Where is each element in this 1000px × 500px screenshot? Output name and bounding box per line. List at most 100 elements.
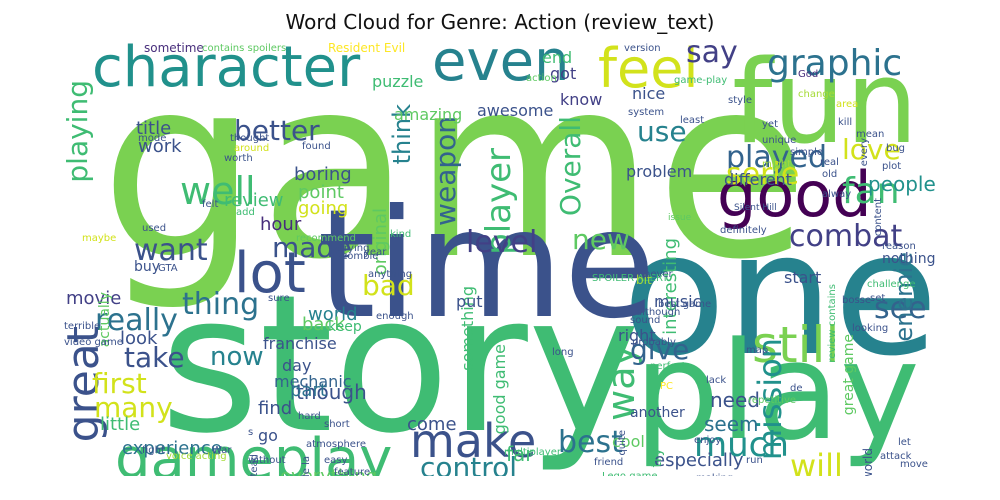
- cloud-word: work: [138, 136, 182, 157]
- cloud-word: even: [432, 38, 570, 94]
- cloud-word: mechanic: [274, 372, 352, 391]
- cloud-word: add: [236, 207, 255, 218]
- cloud-word: probably: [632, 337, 676, 348]
- cloud-word: hour: [260, 214, 302, 235]
- cloud-word: God: [798, 69, 819, 80]
- cloud-word: thing: [182, 287, 260, 322]
- cloud-word: repetitive: [748, 395, 797, 406]
- cloud-word: will: [790, 447, 843, 476]
- cloud-word: old: [822, 169, 838, 180]
- cloud-word: easy: [324, 455, 348, 466]
- cloud-word: story: [160, 254, 641, 475]
- cloud-word: enjoy: [694, 435, 722, 446]
- cloud-word: take: [124, 341, 185, 374]
- cloud-word: day: [282, 356, 312, 375]
- cloud-word: every: [859, 138, 870, 167]
- cloud-word: much: [694, 425, 789, 465]
- cloud-word: atmosphere: [306, 439, 366, 450]
- cloud-word: terrible: [64, 321, 101, 332]
- cloud-word: serie: [726, 157, 800, 192]
- cloud-word: area: [836, 99, 859, 110]
- cloud-word: voice acting: [166, 451, 227, 462]
- cloud-word: enough: [376, 311, 414, 322]
- cloud-word: year: [364, 247, 387, 258]
- cloud-word: played: [726, 140, 828, 175]
- cloud-word: made: [272, 231, 352, 264]
- cloud-word: now: [210, 342, 264, 372]
- cloud-word: SPOILER ALERT: [592, 273, 669, 284]
- cloud-word: worth: [224, 153, 253, 164]
- cloud-word: boring: [294, 164, 352, 185]
- cloud-word: point: [298, 182, 344, 203]
- cloud-word: title: [136, 118, 172, 139]
- cloud-word: contains spoilers: [202, 43, 287, 54]
- cloud-word: awesome: [477, 101, 554, 120]
- cloud-word: start: [784, 268, 822, 287]
- cloud-word: buy: [134, 259, 161, 275]
- cloud-word: gameplay: [115, 427, 393, 477]
- cloud-word: game-play: [674, 75, 728, 86]
- cloud-word: used: [142, 223, 167, 234]
- cloud-word: find: [258, 398, 293, 419]
- cloud-word: least: [680, 115, 705, 126]
- cloud-word: back: [302, 314, 345, 335]
- cloud-word: challenge: [867, 279, 916, 290]
- cloud-word: trying: [340, 243, 370, 254]
- cloud-word: recommend: [296, 233, 356, 244]
- cloud-word: style: [728, 95, 752, 106]
- cloud-word: de la: [301, 456, 312, 476]
- cloud-word: lack: [706, 375, 727, 386]
- cloud-word: issue: [668, 213, 692, 223]
- cloud-word: feature: [334, 467, 371, 477]
- cloud-word: bosse: [842, 295, 872, 306]
- cloud-word: zombie: [342, 251, 379, 262]
- cloud-word: puzzle: [372, 72, 424, 91]
- cloud-word: time: [317, 178, 656, 352]
- cloud-word: Silent Hill: [734, 203, 777, 213]
- cloud-word: many: [94, 391, 173, 424]
- cloud-word: keep: [328, 319, 362, 335]
- cloud-word: content: [873, 198, 884, 237]
- cloud-word: mean: [856, 129, 885, 140]
- cloud-word: another: [630, 405, 685, 421]
- cloud-word: attack: [880, 451, 912, 462]
- cloud-word: combat: [789, 219, 903, 254]
- cloud-word: s: [248, 427, 254, 438]
- cloud-word: fight: [142, 445, 165, 456]
- cloud-word: maybe: [82, 233, 117, 244]
- cloud-word: de: [790, 383, 803, 394]
- cloud-word: multiplayer: [504, 447, 561, 458]
- cloud-word: around: [234, 143, 270, 154]
- cloud-word: instead: [249, 454, 260, 476]
- cloud-word: first: [92, 367, 147, 400]
- cloud-word: want: [134, 233, 208, 268]
- cloud-word: real: [820, 157, 839, 168]
- cloud-word: original: [370, 208, 391, 276]
- cloud-word: felt: [202, 199, 219, 210]
- cloud-word: use: [637, 115, 687, 148]
- cloud-word: let: [898, 437, 911, 448]
- cloud-word: move: [900, 459, 928, 470]
- cloud-word: looking: [852, 323, 889, 334]
- cloud-word: end: [542, 48, 573, 67]
- cloud-word: seem: [704, 412, 759, 436]
- cloud-word: world: [308, 304, 358, 325]
- cloud-word: system: [628, 107, 665, 118]
- cloud-word: kill: [838, 117, 853, 128]
- cloud-word: control: [420, 451, 518, 477]
- cloud-word: sure: [268, 293, 290, 304]
- cloud-word: PC: [660, 381, 674, 392]
- cloud-word: Lego game: [602, 472, 658, 477]
- cloud-word: say: [686, 38, 738, 70]
- cloud-word: kind: [390, 229, 412, 240]
- cloud-word: feel: [598, 38, 699, 100]
- cloud-word: version: [624, 43, 661, 54]
- cloud-word: interesting: [660, 238, 681, 335]
- cloud-word: weapon: [429, 116, 462, 226]
- cloud-word: character: [92, 38, 361, 100]
- cloud-word: fun: [732, 38, 919, 170]
- cloud-word: nice: [632, 84, 666, 103]
- cloud-word: little: [100, 414, 141, 435]
- cloud-word: never: [644, 269, 673, 280]
- cloud-word: might: [762, 159, 792, 170]
